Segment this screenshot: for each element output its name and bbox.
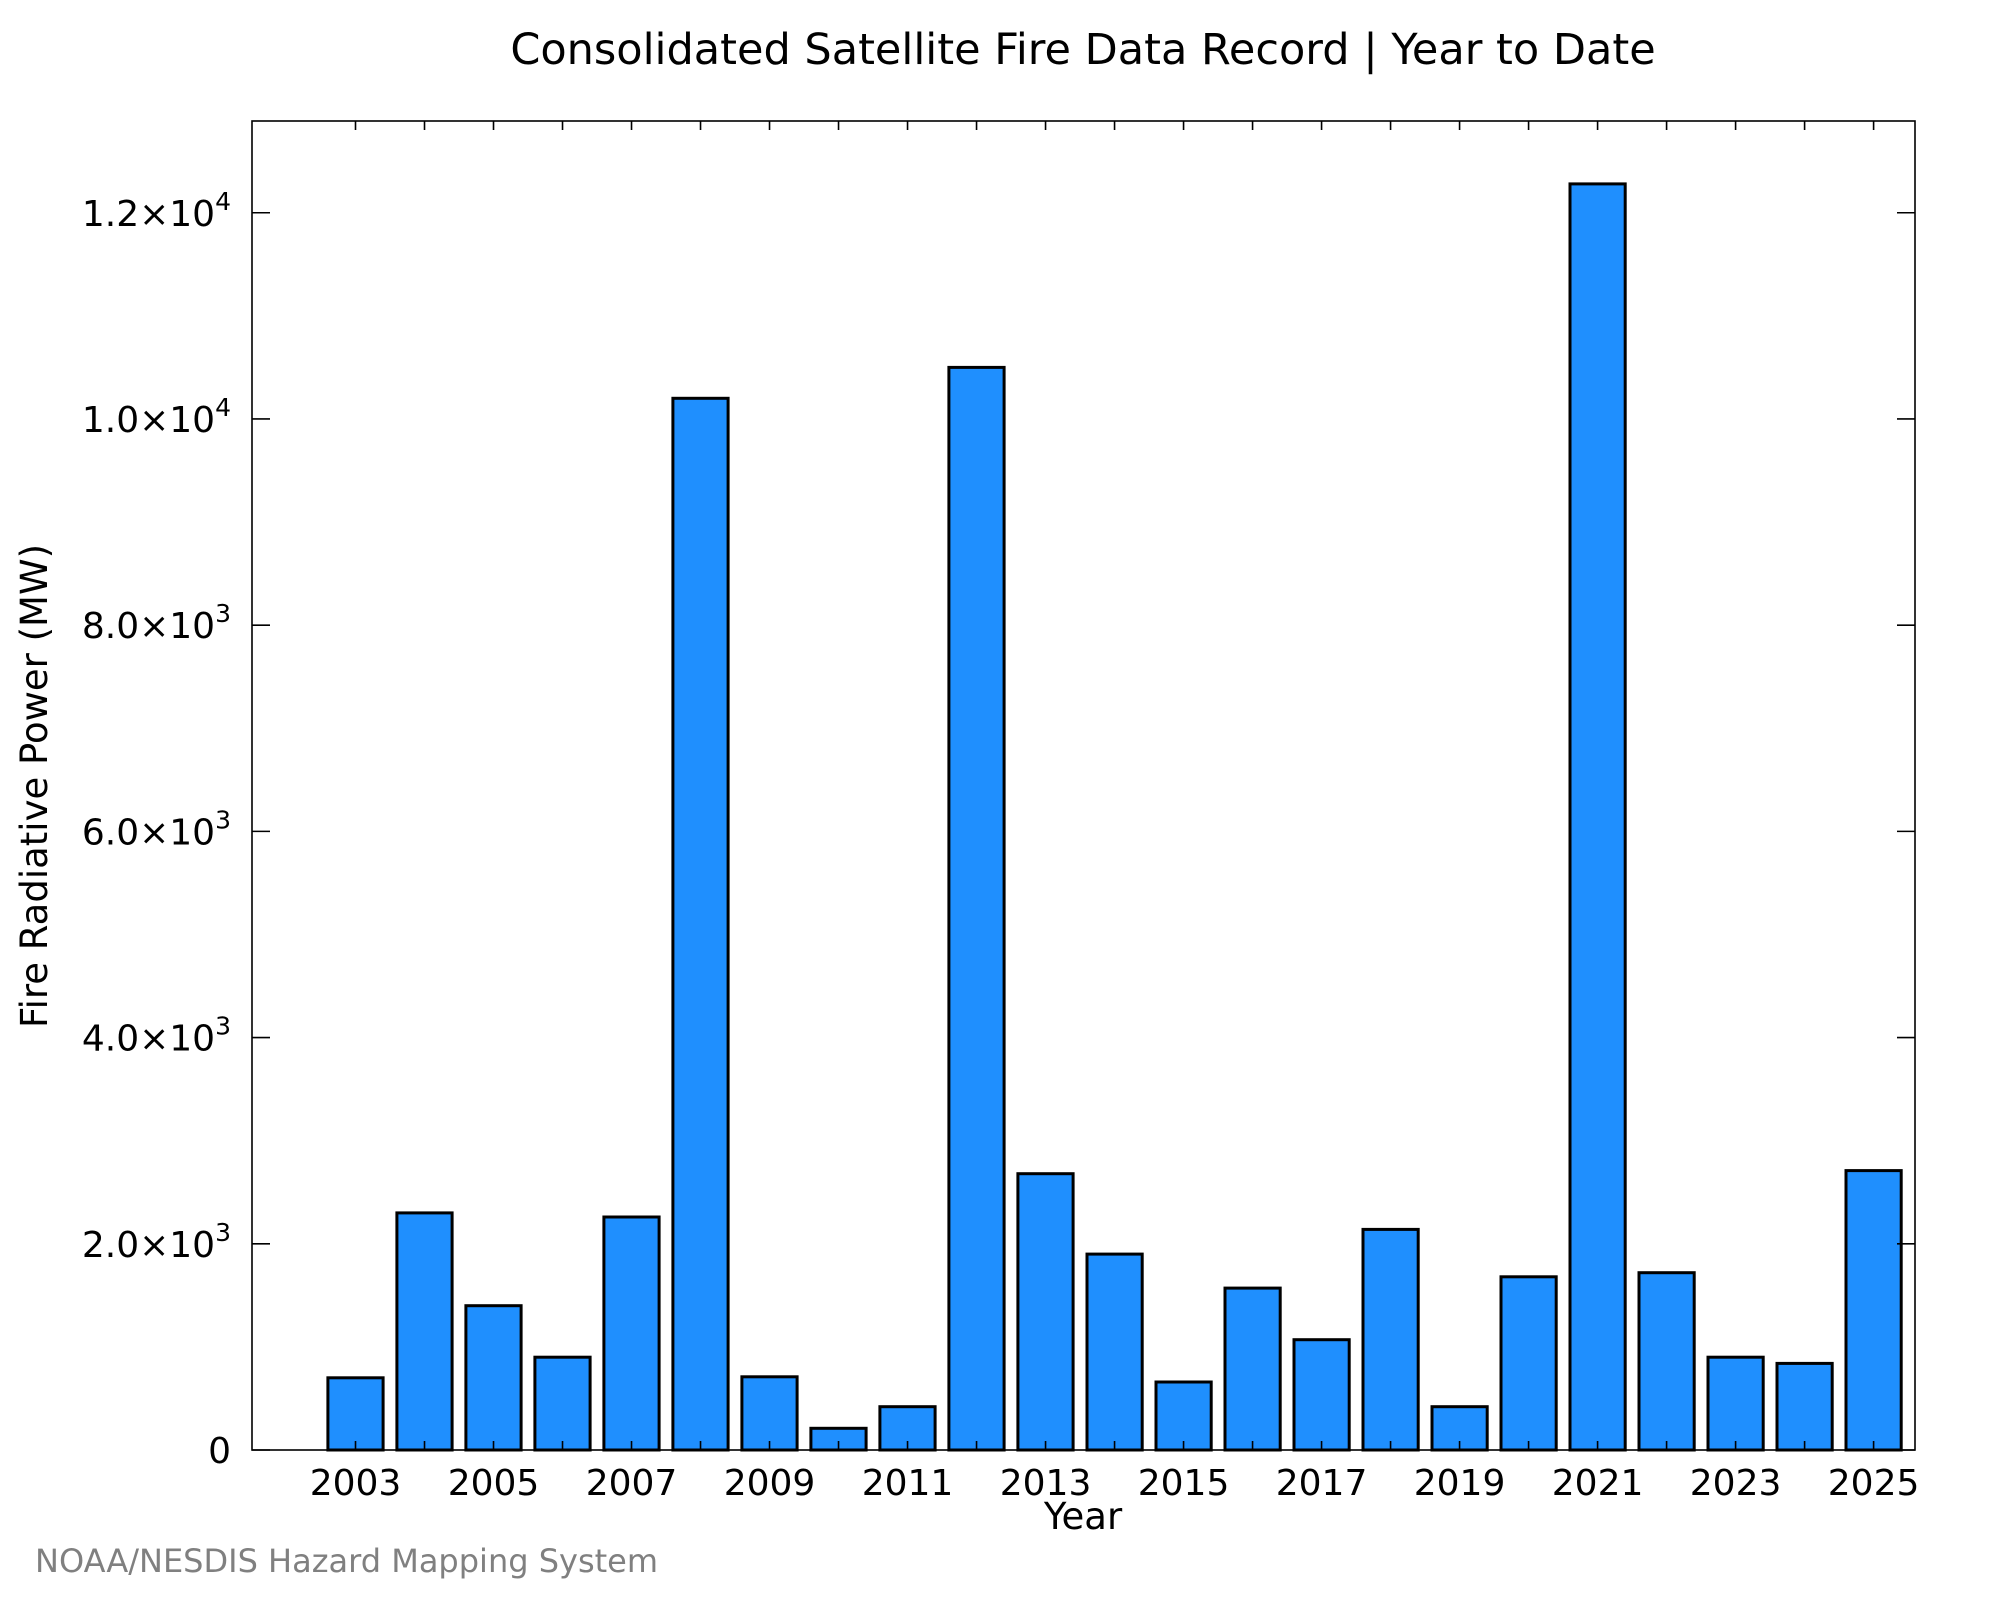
bar-2023: [1706, 1355, 1765, 1452]
x-tick-label: 2015: [1138, 1463, 1230, 1504]
bar-2003: [326, 1376, 385, 1452]
bar-2007: [602, 1215, 661, 1452]
x-tick-label: 2005: [448, 1463, 540, 1504]
x-tick-label: 2003: [310, 1463, 402, 1504]
bars: [326, 182, 1903, 1452]
x-tick-label: 2009: [724, 1463, 816, 1504]
y-axis-label: Fire Radiative Power (MW): [13, 544, 56, 1028]
bar-2021: [1568, 182, 1627, 1452]
bar-2004: [395, 1211, 454, 1452]
x-tick-label: 2017: [1276, 1463, 1368, 1504]
x-axis-label: Year: [1043, 1495, 1123, 1538]
y-tick-label: 1.0×104: [82, 393, 231, 441]
x-tick-label: 2013: [1000, 1463, 1092, 1504]
y-tick-label: 0: [208, 1431, 231, 1472]
bar-2011: [878, 1405, 937, 1452]
bar-2005: [464, 1304, 523, 1452]
bar-2015: [1154, 1380, 1213, 1452]
bar-2008: [671, 396, 730, 1452]
bar-2013: [1016, 1172, 1075, 1452]
bar-2009: [740, 1375, 799, 1452]
bar-2020: [1499, 1275, 1558, 1452]
y-tick-label: 6.0×103: [82, 805, 231, 853]
bar-2022: [1637, 1271, 1696, 1452]
y-axis: 0 2.0×103 4.0×103 6.0×103 8.0×103 1.0×104 1.2×…: [82, 187, 1915, 1472]
bar-2006: [533, 1355, 592, 1452]
x-tick-label: 2025: [1828, 1463, 1920, 1504]
chart-title: Consolidated Satellite Fire Data Record …: [510, 25, 1655, 75]
x-tick-label: 2011: [862, 1463, 954, 1504]
x-tick-label: 2007: [586, 1463, 678, 1504]
bar-2012: [947, 365, 1006, 1452]
bar-2017: [1292, 1338, 1351, 1452]
credit-text: NOAA/NESDIS Hazard Mapping System: [35, 1542, 658, 1580]
x-tick-label: 2019: [1414, 1463, 1506, 1504]
y-tick-label: 1.2×104: [82, 187, 231, 235]
y-tick-label: 2.0×103: [82, 1218, 231, 1266]
bar-2018: [1361, 1227, 1420, 1452]
y-tick-label: 8.0×103: [82, 599, 231, 647]
bar-2014: [1085, 1252, 1144, 1452]
bar-2024: [1775, 1361, 1834, 1452]
plot-frame: [251, 120, 1916, 1451]
y-tick-label: 4.0×103: [82, 1012, 231, 1060]
bar-2025: [1844, 1169, 1903, 1452]
x-tick-label: 2023: [1690, 1463, 1782, 1504]
x-tick-label: 2021: [1552, 1463, 1644, 1504]
x-axis: 2003 2005 2007 2009 2011 2013 2015 2017 2019 2021…: [310, 121, 1920, 1504]
bar-2016: [1223, 1286, 1282, 1452]
